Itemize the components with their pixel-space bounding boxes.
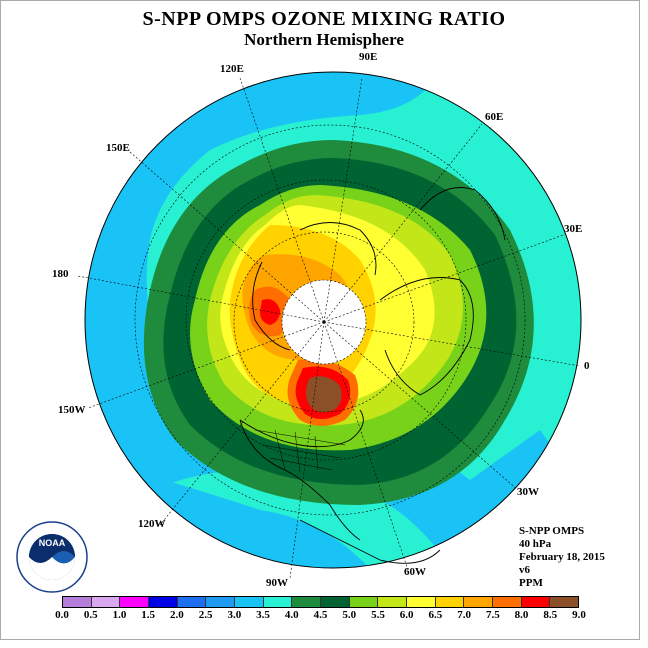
- colorbar-tick-label: 6.0: [399, 609, 414, 621]
- colorbar-tick-label: 6.5: [428, 609, 443, 621]
- colorbar-swatch: [435, 597, 465, 607]
- colorbar-swatch: [120, 597, 150, 607]
- colorbar-tick-label: 8.0: [514, 609, 529, 621]
- info-version: v6: [519, 564, 530, 576]
- colorbar-swatch: [177, 597, 207, 607]
- colorbar-swatch: [550, 597, 579, 607]
- colorbar-tick-label: 3.5: [256, 609, 270, 621]
- image-frame: [0, 0, 640, 640]
- colorbar-swatch: [63, 597, 92, 607]
- colorbar-swatch: [149, 597, 178, 607]
- colorbar-swatch: [407, 597, 436, 607]
- lon-label-180: 180: [52, 268, 69, 280]
- lon-label-120w: 120W: [138, 518, 166, 530]
- colorbar-tick-label: 7.5: [485, 609, 500, 621]
- colorbar-tick-label: 8.5: [543, 609, 558, 621]
- noaa-logo: NOAA: [16, 521, 88, 593]
- colorbar: [62, 596, 579, 608]
- lon-label-0: 0: [584, 360, 590, 372]
- noaa-logo-text: NOAA: [39, 538, 66, 548]
- colorbar-swatch: [521, 597, 551, 607]
- colorbar-swatch: [493, 597, 522, 607]
- map-boundary: [84, 71, 582, 569]
- colorbar-tick-label: 7.0: [457, 609, 471, 621]
- info-date: February 18, 2015: [519, 551, 605, 563]
- colorbar-swatch: [321, 597, 350, 607]
- info-level: 40 hPa: [519, 538, 552, 550]
- map-title: S-NPP OMPS OZONE MIXING RATIO: [142, 8, 506, 30]
- info-unit: PPM: [519, 577, 543, 589]
- lon-label-30e: 30E: [564, 223, 583, 235]
- colorbar-tick-label: 1.5: [141, 609, 156, 621]
- lon-label-90e: 90E: [359, 51, 378, 63]
- ozone-field: [85, 72, 581, 568]
- colorbar-swatch: [263, 597, 293, 607]
- colorbar-swatch: [378, 597, 408, 607]
- colorbar-swatch: [292, 597, 322, 607]
- lon-label-150w: 150W: [58, 404, 86, 416]
- lon-label-90w: 90W: [266, 577, 288, 589]
- coastlines: [239, 187, 506, 564]
- product-info: S-NPP OMPS 40 hPa February 18, 2015 v6 P…: [519, 525, 605, 590]
- colorbar-tick-label: 0.5: [83, 609, 98, 621]
- colorbar-swatch: [206, 597, 236, 607]
- contour-8-5-west: [260, 299, 280, 325]
- lon-label-150e: 150E: [106, 142, 130, 154]
- colorbar-swatch: [464, 597, 494, 607]
- lon-label-60w: 60W: [404, 566, 426, 578]
- info-instrument: S-NPP OMPS: [519, 525, 585, 537]
- colorbar-tick-label: 5.5: [371, 609, 385, 621]
- colorbar-tick-label: 4.0: [284, 609, 299, 621]
- colorbar-tick-label: 0.0: [55, 609, 69, 621]
- contour-9-0-hudson: [306, 376, 342, 413]
- colorbar-swatch: [349, 597, 379, 607]
- lon-label-120e: 120E: [220, 63, 244, 75]
- colorbar-tick-label: 1.0: [112, 609, 127, 621]
- lon-label-60e: 60E: [485, 111, 504, 123]
- graticule: [77, 77, 581, 579]
- colorbar-swatch: [91, 597, 121, 607]
- colorbar-tick-label: 2.0: [170, 609, 184, 621]
- colorbar-tick-label: 4.5: [313, 609, 328, 621]
- contour-3-5-pacific: [85, 72, 440, 568]
- map-subtitle: Northern Hemisphere: [244, 30, 404, 49]
- lon-label-30w: 30W: [517, 486, 539, 498]
- colorbar-ticks: 0.0 0.5 1.0 1.5 2.0 2.5 3.0 3.5 4.0 4.5 5.0 5.5 6.0 6…: [55, 609, 586, 623]
- colorbar-swatch: [235, 597, 264, 607]
- colorbar-tick-label: 2.5: [198, 609, 213, 621]
- colorbar-tick-label: 5.0: [342, 609, 357, 621]
- us-state-lines: [254, 429, 346, 473]
- colorbar-tick-label: 9.0: [572, 609, 586, 621]
- colorbar-tick-label: 3.0: [227, 609, 242, 621]
